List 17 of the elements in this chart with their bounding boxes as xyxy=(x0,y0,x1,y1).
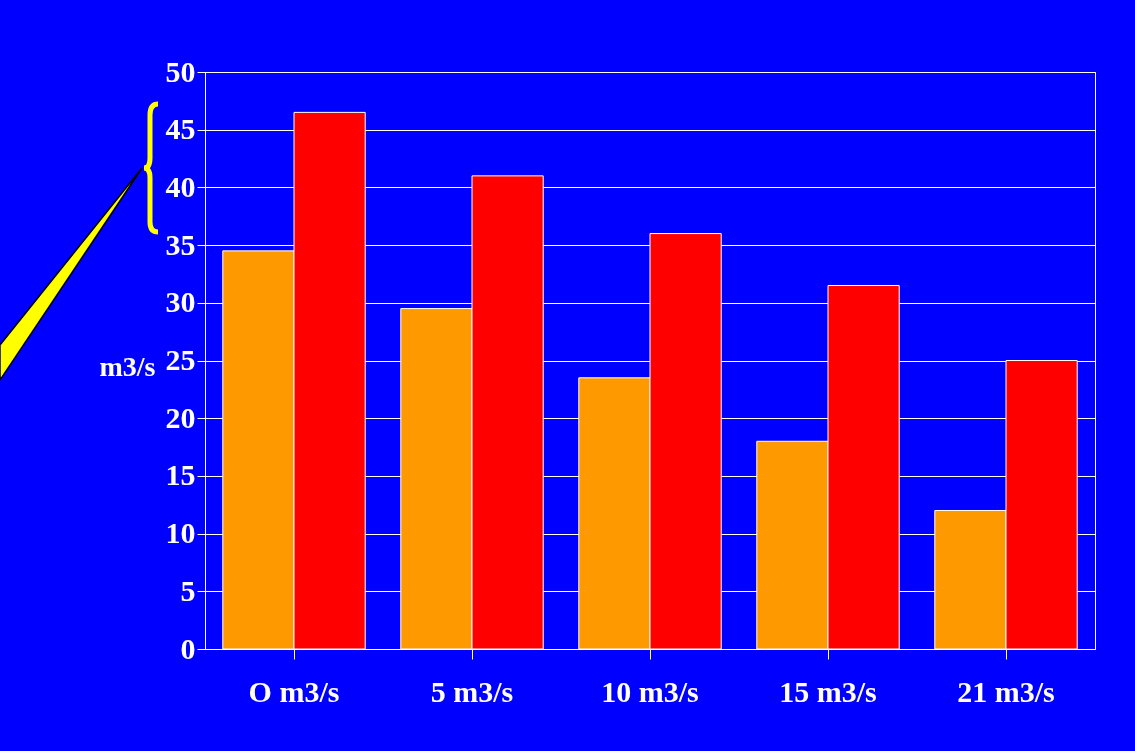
y-tick-label: 30 xyxy=(165,285,196,319)
y-tick-label: 40 xyxy=(165,169,196,203)
y-tick-label: 10 xyxy=(165,516,196,550)
y-tick-label: 5 xyxy=(180,573,196,607)
y-tick-label: 15 xyxy=(165,458,196,492)
y-tick-label: 0 xyxy=(180,631,196,665)
y-tick-label: 45 xyxy=(165,112,196,146)
x-tick-label: 15 m3/s xyxy=(779,674,877,708)
y-axis-title: m3/s xyxy=(99,350,156,382)
x-tick-label: 21 m3/s xyxy=(957,674,1055,708)
x-tick-label: 5 m3/s xyxy=(430,674,514,708)
y-tick-label: 50 xyxy=(165,54,196,88)
x-tick-label: O m3/s xyxy=(248,674,340,708)
x-tick-label: 10 m3/s xyxy=(601,674,699,708)
y-tick-label: 35 xyxy=(165,227,196,261)
y-tick-label: 20 xyxy=(165,400,196,434)
y-tick-label: 25 xyxy=(165,343,196,376)
